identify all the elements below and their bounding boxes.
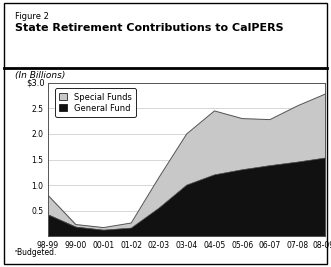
- Text: State Retirement Contributions to CalPERS: State Retirement Contributions to CalPER…: [15, 23, 284, 33]
- Text: $3.0: $3.0: [26, 78, 45, 87]
- Legend: Special Funds, General Fund: Special Funds, General Fund: [55, 88, 136, 117]
- Text: (In Billions): (In Billions): [15, 71, 65, 80]
- Text: ᵃBudgeted.: ᵃBudgeted.: [15, 248, 57, 257]
- Text: Figure 2: Figure 2: [15, 12, 49, 21]
